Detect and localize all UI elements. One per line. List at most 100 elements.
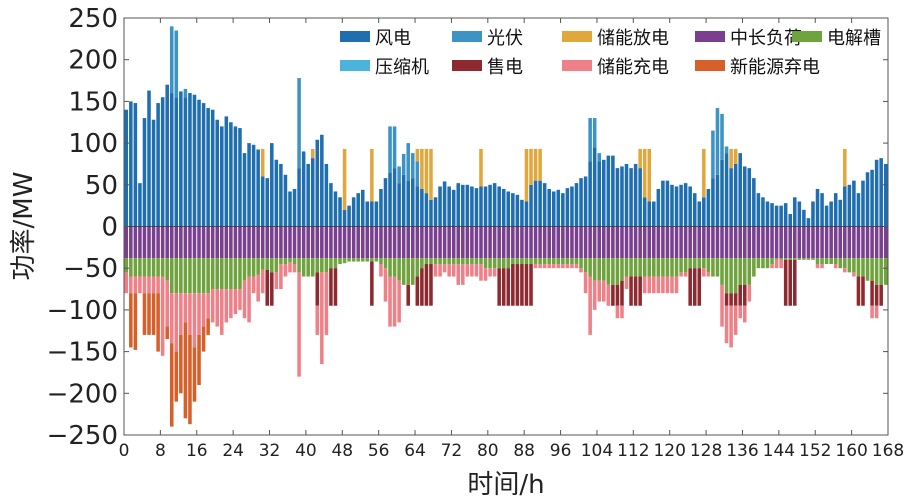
bar-electrolyzer (160, 258, 165, 277)
bar-wind (874, 159, 879, 227)
bar-storage-charge (397, 280, 401, 323)
bar-wind (210, 109, 215, 227)
bar-mid-long-load (301, 226, 306, 259)
bar-curtailment (133, 293, 138, 350)
bar-mid-long-load (388, 226, 392, 259)
bar-mid-long-load (461, 226, 465, 259)
bar-electrolyzer (274, 258, 279, 273)
bar-electrolyzer (360, 258, 365, 262)
bar-electrolyzer (492, 258, 497, 269)
bar-pv (392, 126, 397, 169)
bar-electrolyzer (642, 258, 647, 277)
bar-electrolyzer (874, 258, 879, 285)
bar-electrolyzer (397, 258, 401, 281)
bar-mid-long-load (397, 226, 401, 259)
x-tick-label: 8 (155, 441, 166, 461)
bar-wind (142, 118, 147, 227)
legend-label: 售电 (487, 57, 523, 78)
bar-mid-long-load (338, 226, 342, 259)
legend-label: 电解槽 (827, 28, 881, 49)
bar-wind (474, 188, 479, 227)
bar-mid-long-load (852, 226, 856, 259)
bar-mid-long-load (165, 226, 169, 259)
bar-wind (201, 103, 206, 227)
bar-mid-long-load (265, 226, 270, 259)
bar-wind (138, 183, 142, 227)
legend-swatch (562, 31, 592, 42)
bar-pv (724, 146, 729, 154)
x-tick-label: 72 (441, 441, 463, 461)
bar-mid-long-load (602, 226, 606, 259)
bar-mid-long-load (620, 226, 624, 259)
bar-wind (761, 197, 765, 227)
axis-ticks: 0 8 16 24 32 40 48 56 64 72 80 88 96 104 112 120 128 136 1… (47, 4, 905, 461)
x-tick-label: 80 (477, 441, 499, 461)
bar-mid-long-load (242, 226, 247, 259)
bar-sell (265, 269, 270, 306)
bar-electrolyzer (392, 258, 397, 277)
bar-wind (679, 184, 683, 227)
bar-mid-long-load (583, 226, 588, 259)
bar-electrolyzer (674, 258, 679, 277)
bar-mid-long-load (247, 226, 251, 259)
bar-mid-long-load (565, 226, 570, 259)
bar-wind (602, 159, 606, 227)
bar-pv (411, 153, 415, 179)
bar-wind (702, 197, 706, 227)
bar-wind (838, 199, 843, 227)
bar-storage-charge (274, 272, 279, 290)
bar-wind (524, 201, 529, 227)
legend-swatch (452, 60, 482, 71)
bar-sell (724, 293, 729, 306)
bar-wind (151, 119, 156, 227)
bar-electrolyzer (283, 258, 288, 265)
x-tick-label: 160 (835, 441, 867, 461)
bar-mid-long-load (606, 226, 611, 259)
bar-mid-long-load (329, 226, 333, 259)
bar-electrolyzer (511, 258, 515, 265)
bar-electrolyzer (615, 258, 620, 285)
bar-sell (524, 264, 529, 306)
x-tick-label: 168 (872, 441, 904, 461)
bar-wind (215, 119, 219, 227)
bar-mid-long-load (283, 226, 288, 259)
bar-sell (420, 268, 424, 306)
bar-storage-charge (542, 264, 547, 269)
bar-wind (233, 126, 238, 227)
bar-mid-long-load (233, 226, 238, 259)
bar-storage-discharge (729, 148, 733, 169)
bar-mid-long-load (197, 226, 201, 259)
bar-storage-charge (597, 280, 601, 302)
bar-curtailment (188, 334, 192, 425)
bar-mid-long-load (224, 226, 229, 259)
bar-storage-charge (606, 284, 611, 306)
bar-storage-charge (702, 268, 706, 277)
bar-electrolyzer (206, 258, 210, 294)
x-tick-label: 24 (222, 441, 244, 461)
bar-mid-long-load (524, 226, 529, 259)
bar-electrolyzer (556, 258, 561, 265)
bar-wind (788, 213, 792, 227)
bar-curtailment (129, 293, 133, 348)
bar-electrolyzer (347, 258, 351, 262)
bar-electrolyzer (565, 258, 570, 265)
bar-storage-charge (447, 264, 451, 277)
bar-mid-long-load (720, 226, 724, 259)
bar-electrolyzer (843, 258, 847, 269)
bar-pv (174, 30, 179, 98)
bar-electrolyzer (638, 258, 642, 277)
bar-mid-long-load (588, 226, 592, 259)
bar-storage-charge (283, 264, 288, 277)
bar-mid-long-load (333, 226, 338, 259)
bar-electrolyzer (697, 258, 702, 269)
bar-wind (392, 168, 397, 227)
bar-wind (879, 158, 883, 227)
bar-mid-long-load (811, 226, 815, 259)
bar-electrolyzer (670, 258, 674, 277)
bar-mid-long-load (647, 226, 652, 259)
bar-electrolyzer (447, 258, 451, 265)
bar-wind (411, 178, 415, 227)
bar-wind (738, 153, 742, 227)
bar-electrolyzer (456, 258, 461, 265)
